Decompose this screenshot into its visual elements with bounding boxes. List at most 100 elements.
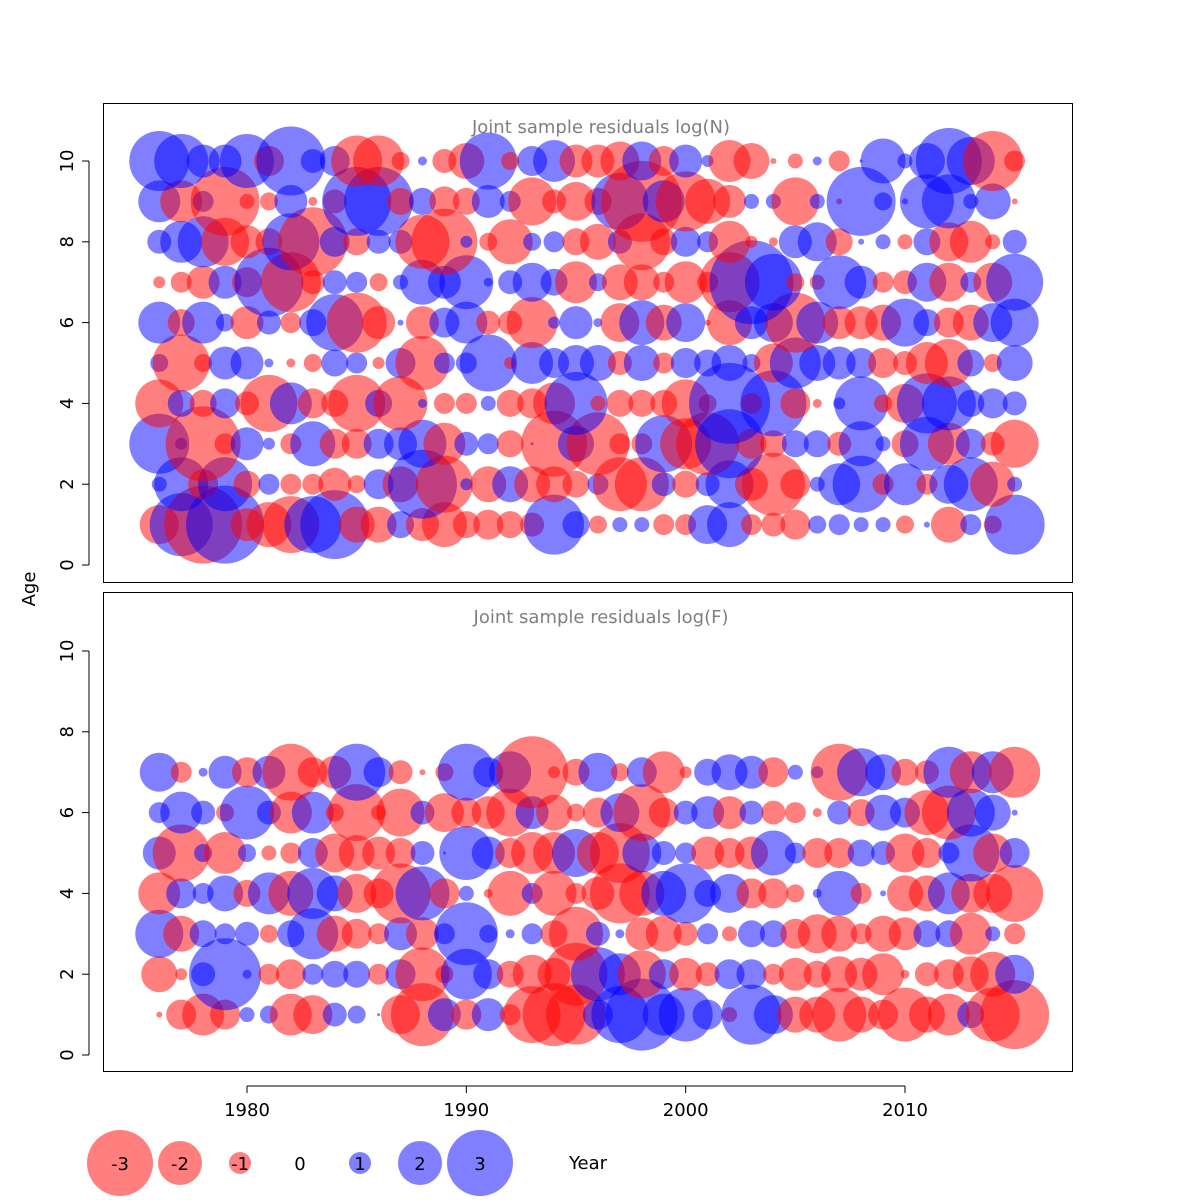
residual-bubble: [622, 141, 662, 181]
legend-bubble: [349, 1152, 371, 1174]
residual-bubble: [138, 301, 181, 344]
residual-bubble: [459, 334, 517, 392]
legend-bubble: [87, 1130, 153, 1196]
residual-bubble: [191, 800, 216, 825]
residual-bubble: [897, 153, 913, 169]
residual-bubble: [713, 796, 747, 830]
y-tick-label: 2: [57, 478, 78, 489]
residual-bubble: [957, 349, 985, 377]
residual-bubble: [556, 181, 596, 221]
legend-bubble: [447, 1130, 513, 1196]
residual-bubble: [850, 882, 872, 904]
y-tick-label: 4: [57, 888, 78, 899]
residual-bubble: [822, 346, 856, 380]
residual-bubble: [865, 794, 902, 831]
residual-bubble: [750, 830, 796, 876]
legend-label: -1: [231, 1154, 249, 1175]
residual-bubble: [256, 126, 326, 196]
residual-bubble: [613, 784, 671, 842]
residual-bubble: [770, 158, 777, 164]
residual-bubble: [803, 430, 831, 458]
residual-bubble: [985, 926, 1001, 942]
residual-bubble: [186, 485, 265, 564]
residual-bubble: [924, 339, 973, 387]
residual-bubble: [1002, 391, 1027, 416]
residual-bubble: [452, 511, 480, 539]
residual-bubble: [670, 226, 701, 257]
residual-bubble: [269, 382, 312, 425]
residual-bubble: [787, 153, 803, 169]
residual-bubble: [397, 319, 404, 326]
residual-bubble: [1004, 923, 1026, 945]
residual-bubble: [460, 478, 473, 491]
residual-bubble: [609, 433, 631, 455]
legend-label: 1: [354, 1154, 365, 1175]
residual-bubble: [239, 193, 255, 209]
legend-label: 3: [474, 1154, 485, 1175]
residual-bubble: [138, 872, 181, 915]
residual-bubble: [318, 467, 352, 501]
residual-bubble: [388, 760, 413, 785]
residual-bubble: [875, 517, 891, 533]
residual-bubble: [189, 938, 262, 1011]
residual-bubble: [415, 455, 473, 513]
residual-bubble: [612, 517, 628, 533]
residual-bubble: [824, 838, 855, 868]
residual-bubble: [884, 463, 926, 506]
residual-bubble: [834, 376, 889, 431]
residual-bubble: [974, 794, 1011, 831]
residual-bubble: [675, 842, 697, 864]
panel-top-bubbles: [129, 126, 1045, 564]
residual-bubble: [588, 515, 607, 534]
residual-bubble: [862, 953, 905, 996]
residual-bubble: [505, 929, 515, 939]
residual-bubble: [362, 306, 396, 340]
residual-bubble: [985, 234, 1001, 250]
residual-bubble: [544, 371, 608, 435]
panel-bottom-bubbles: [135, 736, 1050, 1051]
panel-top: Joint sample residuals log(N) 0 2 4 6 8 10: [57, 103, 1073, 583]
residual-bubble: [771, 177, 820, 226]
residual-bubble: [786, 884, 805, 903]
residual-bubble: [812, 808, 822, 818]
residual-bubble: [995, 954, 1035, 994]
residual-bubble: [973, 833, 1013, 873]
residual-bubble: [562, 470, 590, 498]
residual-bubble: [606, 389, 634, 417]
residual-bubble: [290, 421, 336, 467]
residual-bubble: [651, 472, 676, 497]
residual-bubble: [672, 470, 700, 498]
residual-bubble: [900, 969, 910, 979]
x-axis-label: Year: [568, 1153, 608, 1174]
residual-bubble: [156, 1011, 163, 1018]
residual-bubble: [239, 1007, 255, 1023]
residual-bubble: [166, 878, 197, 909]
residual-bubble: [628, 389, 656, 417]
residual-bubble: [949, 912, 992, 955]
legend-bubble: [398, 1141, 442, 1185]
residual-bubble: [458, 885, 474, 901]
residual-bubble: [459, 132, 517, 190]
residual-bubble: [321, 349, 349, 377]
residual-bubble: [741, 452, 805, 516]
residual-bubble: [977, 388, 1008, 419]
residual-bubble: [642, 751, 685, 794]
residual-bubble: [588, 273, 607, 292]
y-tick-label: 0: [57, 559, 78, 570]
residual-bubble: [1011, 809, 1018, 816]
residual-bubble: [679, 766, 692, 779]
panel-top-y-axis: 0 2 4 6 8 10: [57, 150, 90, 571]
residual-bubble: [623, 264, 660, 301]
residual-bubble: [736, 959, 767, 990]
residual-bubble: [653, 514, 675, 536]
residual-bubble: [562, 511, 590, 539]
residual-bubble: [743, 193, 759, 209]
residual-bubble: [230, 427, 264, 461]
residual-bubble: [291, 791, 334, 834]
residual-bubble: [531, 870, 577, 916]
residual-bubble: [189, 920, 217, 948]
residual-bubble: [736, 878, 767, 909]
residual-bubble: [780, 388, 811, 419]
residual-bubble: [235, 921, 259, 946]
